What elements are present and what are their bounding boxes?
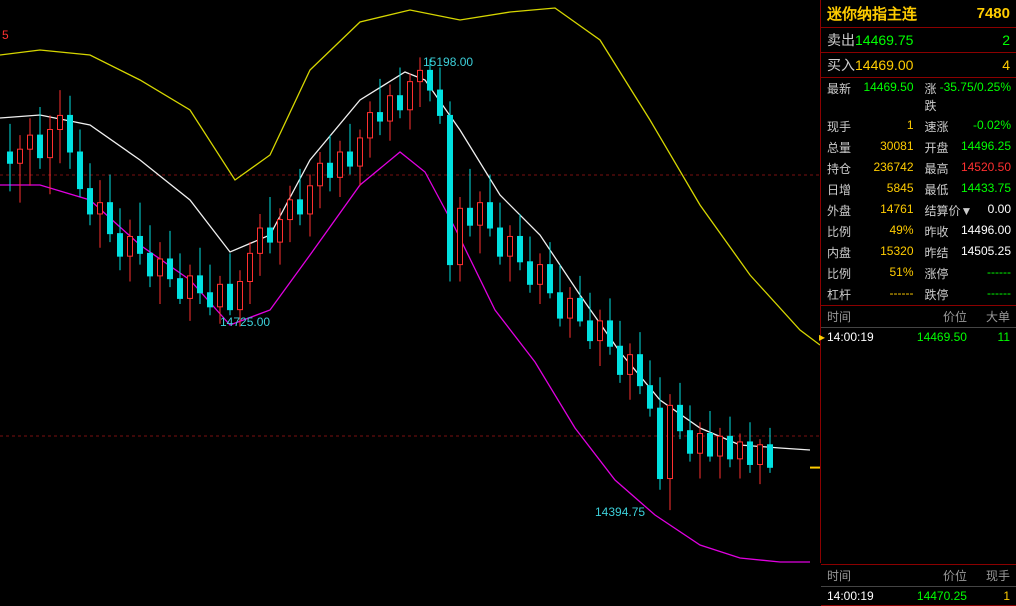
bid-label: 买入: [827, 55, 855, 75]
stat-value: 14496.25: [961, 139, 1011, 156]
stat-label: 最新: [827, 80, 851, 114]
stat-label: 杠杆: [827, 286, 851, 303]
tick-time: 14:00:19: [827, 589, 902, 603]
stat-cell: 最新 14469.50: [821, 78, 919, 116]
tick-price: 14469.50: [902, 330, 967, 344]
stat-label: 昨结: [925, 244, 949, 261]
stat-value: -0.02%: [973, 118, 1011, 135]
stat-value: ------: [987, 286, 1011, 303]
tick-row: 14:00:1914470.251: [821, 587, 1016, 605]
bid-qty: 4: [970, 57, 1010, 73]
ticks2-h-vol: 现手: [967, 567, 1010, 584]
stat-label: 日增: [827, 181, 851, 198]
stat-value: 49%: [889, 223, 913, 240]
stat-label: 外盘: [827, 202, 851, 219]
tick-row: ▸14:00:1914469.5011: [821, 328, 1016, 346]
stat-value: 236742: [873, 160, 913, 177]
ticks2-header: 时间 价位 现手: [821, 565, 1016, 587]
ask-price: 14469.75: [855, 32, 970, 48]
stat-value: 30081: [880, 139, 913, 156]
stat-cell: 涨跌-35.75/0.25%: [919, 78, 1016, 116]
stat-label: 速涨: [925, 118, 949, 135]
stat-label: 开盘: [925, 139, 949, 156]
ticks2-h-time: 时间: [827, 567, 902, 584]
tick-price: 14470.25: [902, 589, 967, 603]
tick-arrow-icon: ▸: [819, 330, 825, 344]
side-panel: 迷你纳指主连 7480 卖出 14469.75 2 买入 14469.00 4 …: [820, 0, 1016, 563]
stat-cell: 比例 49%: [821, 221, 919, 242]
tick-qty: 1: [967, 589, 1010, 603]
stat-label: 现手: [827, 118, 851, 135]
ask-qty: 2: [970, 32, 1010, 48]
stat-label: 比例: [827, 223, 851, 240]
stat-cell: 比例 51%: [821, 263, 919, 284]
stat-cell: 杠杆 ------: [821, 284, 919, 305]
stat-value: 14469.50: [863, 80, 913, 114]
ask-label: 卖出: [827, 30, 855, 50]
stat-value: ------: [987, 265, 1011, 282]
stat-cell: 最高 14520.50: [919, 158, 1016, 179]
tick-time: 14:00:19: [827, 330, 902, 344]
ticks2-h-price: 价位: [902, 567, 967, 584]
stat-value: 14505.25: [961, 244, 1011, 261]
tick-qty: 11: [967, 330, 1010, 344]
ticks-panel-1: 时间 价位 大单 ▸14:00:1914469.5011: [821, 306, 1016, 565]
stat-value: ------: [890, 286, 914, 303]
stat-value: 1: [907, 118, 914, 135]
instrument-code: 7480: [977, 5, 1010, 22]
stat-cell: 昨收 14496.00: [919, 221, 1016, 242]
ask-row[interactable]: 卖出 14469.75 2: [821, 28, 1016, 53]
stat-value: -35.75/0.25%: [940, 80, 1011, 114]
chart-area[interactable]: 515198.0014725.0014394.75: [0, 0, 820, 563]
stat-value: 14433.75: [961, 181, 1011, 198]
stat-value: 14761: [880, 202, 913, 219]
stat-value: 5845: [887, 181, 914, 198]
stat-cell: 昨结 14505.25: [919, 242, 1016, 263]
stat-cell: 速涨 -0.02%: [919, 116, 1016, 137]
stat-label: 结算价▼: [925, 202, 973, 219]
stat-label: 比例: [827, 265, 851, 282]
stat-cell: 外盘 14761: [821, 200, 919, 221]
stat-label: 内盘: [827, 244, 851, 261]
stat-cell: 涨停 ------: [919, 263, 1016, 284]
stat-cell: 结算价▼ 0.00: [919, 200, 1016, 221]
stat-cell: 总量 30081: [821, 137, 919, 158]
stat-cell: 现手 1: [821, 116, 919, 137]
ticks1-h-vol: 大单: [967, 308, 1010, 325]
stat-value: 15320: [880, 244, 913, 261]
ticks1-header: 时间 价位 大单: [821, 306, 1016, 328]
ticks-panel-2: 时间 价位 现手 14:00:1914470.251: [821, 565, 1016, 606]
stat-cell: 内盘 15320: [821, 242, 919, 263]
stat-label: 涨停: [925, 265, 949, 282]
stat-cell: 开盘 14496.25: [919, 137, 1016, 158]
stat-value: 14520.50: [961, 160, 1011, 177]
stat-cell: 跌停 ------: [919, 284, 1016, 305]
candlestick-chart: [0, 0, 820, 563]
stat-label: 最低: [925, 181, 949, 198]
instrument-name: 迷你纳指主连: [827, 3, 917, 24]
stat-value: 51%: [889, 265, 913, 282]
stat-label: 昨收: [925, 223, 949, 240]
stat-value: 0.00: [988, 202, 1011, 219]
stat-label: 涨跌: [925, 80, 940, 114]
stat-label: 最高: [925, 160, 949, 177]
stat-cell: 最低 14433.75: [919, 179, 1016, 200]
stat-label: 持仓: [827, 160, 851, 177]
stats-grid: 最新14469.50涨跌-35.75/0.25%现手1速涨-0.02%总量300…: [821, 78, 1016, 306]
stat-cell: 持仓 236742: [821, 158, 919, 179]
instrument-title[interactable]: 迷你纳指主连 7480: [821, 0, 1016, 28]
stat-value: 14496.00: [961, 223, 1011, 240]
ticks1-h-price: 价位: [902, 308, 967, 325]
bid-row[interactable]: 买入 14469.00 4: [821, 53, 1016, 78]
stat-cell: 日增 5845: [821, 179, 919, 200]
bid-price: 14469.00: [855, 57, 970, 73]
stat-label: 总量: [827, 139, 851, 156]
stat-label: 跌停: [925, 286, 949, 303]
ticks1-h-time: 时间: [827, 308, 902, 325]
